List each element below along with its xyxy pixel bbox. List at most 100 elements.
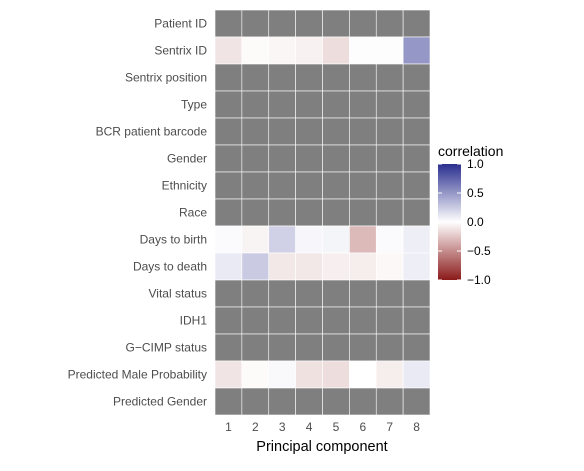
color-legend: correlation 1.0 0.5 0.0 −0.5 −1.0 (438, 143, 503, 287)
heatmap-cell (322, 279, 350, 308)
y-tick-label: BCR patient barcode (96, 125, 208, 139)
y-tick-label: IDH1 (180, 314, 208, 328)
x-axis-title: Principal component (256, 439, 387, 455)
heatmap-cell (295, 387, 323, 416)
x-axis-labels: 1 2 3 4 5 6 7 8 (225, 420, 420, 434)
heatmap-cell (375, 387, 404, 416)
heatmap-cell (349, 171, 377, 200)
heatmap-cell (375, 9, 404, 38)
heatmap-cell (322, 36, 350, 65)
heatmap-cell (322, 9, 350, 38)
heatmap-cell (214, 360, 243, 389)
x-tick-label: 7 (386, 420, 393, 434)
heatmap-cell (241, 306, 270, 335)
heatmap-cell (349, 36, 377, 65)
heatmap-cell (402, 90, 431, 119)
legend-tick-label: 1.0 (467, 157, 484, 171)
x-tick-label: 8 (413, 420, 420, 434)
heatmap-cell (402, 9, 431, 38)
x-tick-label: 6 (359, 420, 366, 434)
heatmap-cell (295, 63, 323, 92)
heatmap-cell (349, 225, 377, 254)
heatmap-cell (322, 171, 350, 200)
heatmap-cell (268, 63, 296, 92)
heatmap-cell (241, 90, 270, 119)
heatmap-cell (241, 225, 270, 254)
heatmap-cell (241, 360, 270, 389)
x-tick-label: 5 (333, 420, 340, 434)
heatmap-cell (349, 198, 377, 227)
heatmap-cell (295, 144, 323, 173)
heatmap-cell (402, 171, 431, 200)
heatmap-cell (349, 333, 377, 362)
y-tick-label: Days to death (133, 260, 207, 274)
heatmap-cell (241, 387, 270, 416)
heatmap-cell (375, 225, 404, 254)
heatmap-cell (268, 387, 296, 416)
heatmap-cell (322, 198, 350, 227)
heatmap-cell (268, 90, 296, 119)
y-tick-label: Predicted Male Probability (68, 368, 207, 382)
heatmap-cell (322, 117, 350, 146)
heatmap-cell (241, 198, 270, 227)
heatmap-cell (241, 36, 270, 65)
heatmap-cell (402, 63, 431, 92)
heatmap-cell (402, 279, 431, 308)
y-tick-label: G−CIMP status (126, 341, 207, 355)
heatmap-cell (375, 36, 404, 65)
heatmap-cell (375, 360, 404, 389)
heatmap-cell (375, 279, 404, 308)
heatmap-cell (295, 279, 323, 308)
heatmap-cell (322, 90, 350, 119)
heatmap-cell (402, 225, 431, 254)
heatmap-cell (375, 144, 404, 173)
heatmap-cell (241, 117, 270, 146)
heatmap-cell (214, 252, 243, 281)
heatmap-cell (268, 333, 296, 362)
x-tick-label: 4 (306, 420, 313, 434)
y-tick-label: Days to birth (140, 233, 207, 247)
heatmap-cell (322, 360, 350, 389)
heatmap-cell (349, 117, 377, 146)
heatmap-cell (214, 90, 243, 119)
heatmap-cell (349, 252, 377, 281)
heatmap-cell (322, 225, 350, 254)
heatmap-cell (375, 171, 404, 200)
heatmap-cell (214, 198, 243, 227)
y-tick-label: Race (179, 206, 207, 220)
heatmap-cell (322, 387, 350, 416)
heatmap-cell (402, 36, 431, 65)
heatmap-cell (268, 36, 296, 65)
y-tick-label: Type (181, 98, 207, 112)
heatmap-cell (349, 387, 377, 416)
legend-tick-label: 0.0 (467, 215, 484, 229)
heatmap-cell (214, 306, 243, 335)
heatmap-cell (375, 333, 404, 362)
x-tick-label: 2 (252, 420, 259, 434)
heatmap-cell (349, 306, 377, 335)
heatmap-cell (322, 144, 350, 173)
heatmap-cell (241, 144, 270, 173)
heatmap-cell (349, 63, 377, 92)
heatmap-cell (295, 252, 323, 281)
heatmap-cell (322, 63, 350, 92)
heatmap-cell (295, 333, 323, 362)
heatmap-cell (268, 225, 296, 254)
heatmap-cell (295, 225, 323, 254)
heatmap-cell (402, 387, 431, 416)
x-tick-label: 1 (225, 420, 232, 434)
legend-tick-label: 0.5 (467, 186, 484, 200)
y-tick-label: Sentrix ID (154, 44, 207, 58)
heatmap-cell (349, 9, 377, 38)
heatmap-cell (402, 144, 431, 173)
heatmap-cell (268, 144, 296, 173)
heatmap-cells (214, 9, 431, 416)
heatmap-cell (295, 360, 323, 389)
heatmap-cell (375, 198, 404, 227)
heatmap-cell (268, 252, 296, 281)
heatmap-cell (214, 36, 243, 65)
heatmap-cell (214, 63, 243, 92)
y-axis-labels: Patient ID Sentrix ID Sentrix position Type… (68, 17, 208, 409)
heatmap-cell (295, 306, 323, 335)
heatmap-cell (268, 9, 296, 38)
